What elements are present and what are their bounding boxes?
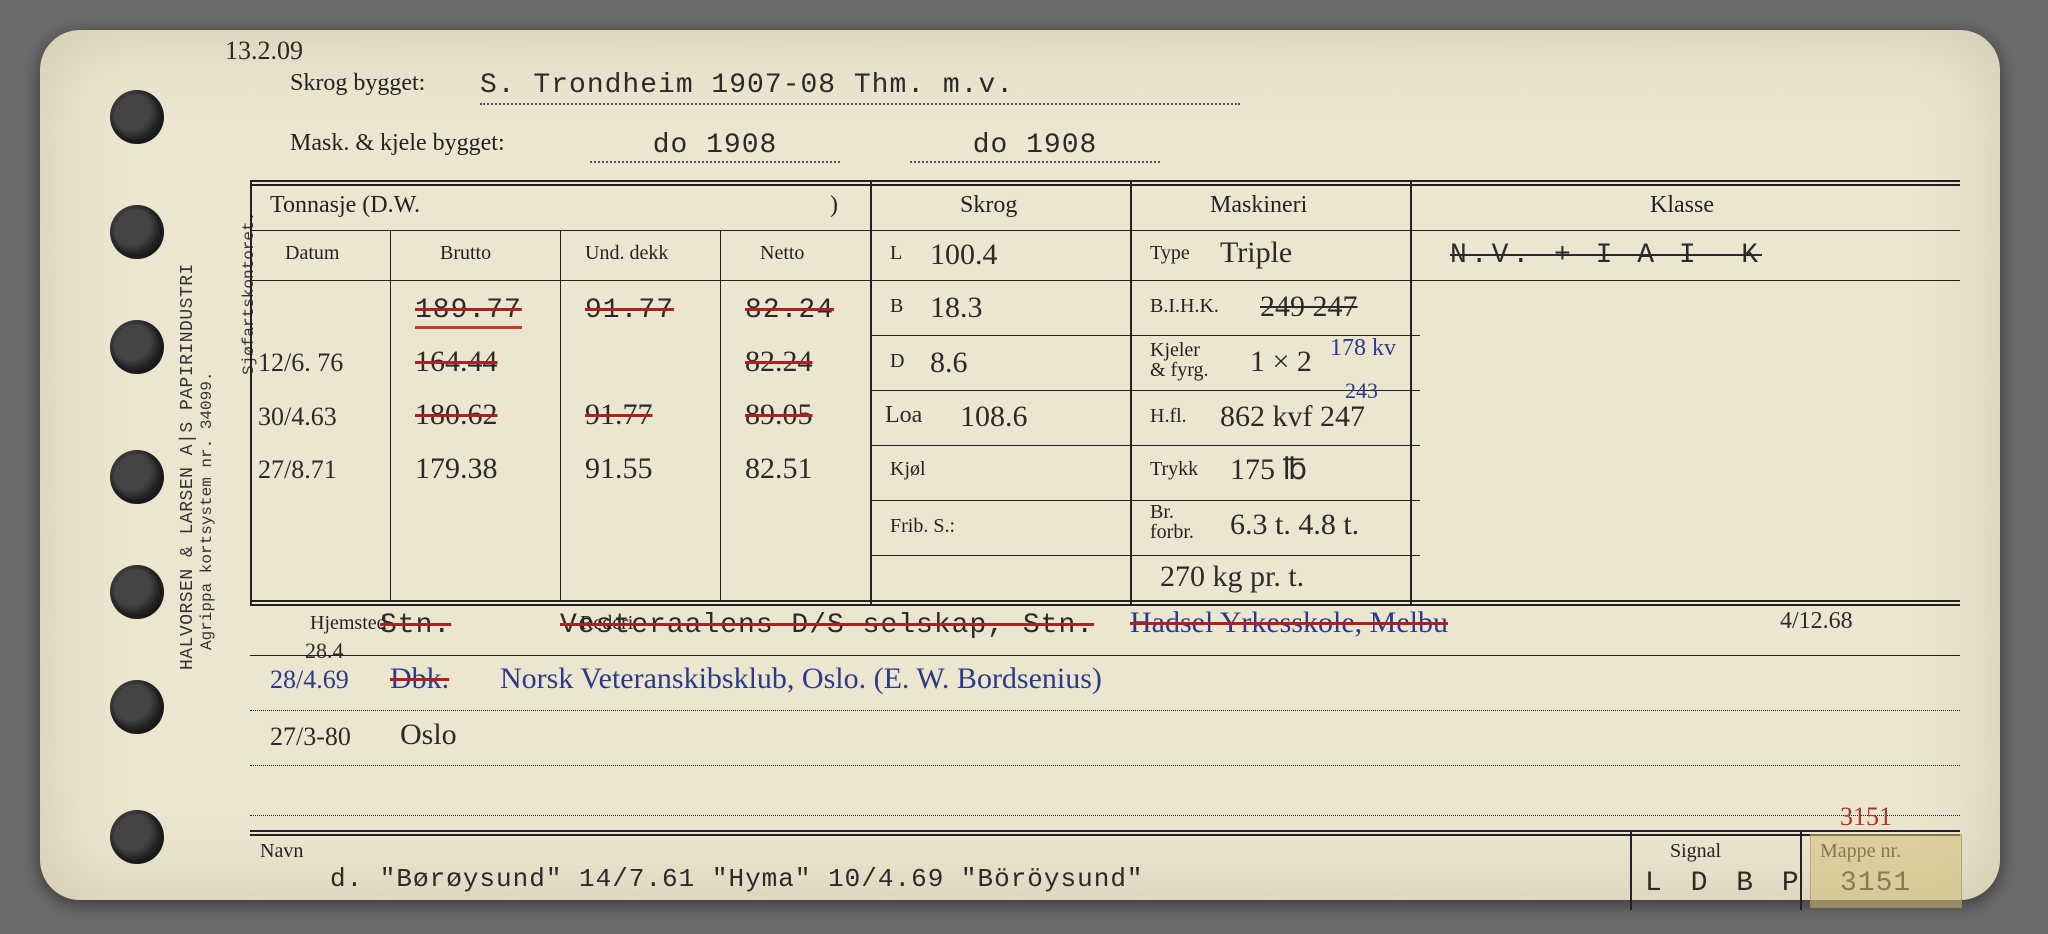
- D-val: 8.6: [930, 346, 968, 380]
- kjeler-val: 1 × 2: [1250, 345, 1312, 379]
- type-label: Type: [1150, 242, 1190, 265]
- printer-line1: HALVORSEN & LARSEN A|S PAPIRINDUSTRI: [178, 150, 198, 670]
- datum-heading: Datum: [285, 242, 339, 265]
- skrog-bygget-value: S. Trondheim 1907-08 Thm. m.v.: [480, 70, 1240, 105]
- hjem-row1-note: Hadsel Yrkesskole, Melbu: [1130, 606, 1448, 640]
- Loa-label: Loa: [885, 402, 922, 429]
- Frib-label: Frib. S.:: [890, 515, 955, 538]
- brutto-0: 189.77: [415, 295, 522, 329]
- klasse-heading: Klasse: [1650, 192, 1714, 219]
- brutto-3: 179.38: [415, 452, 498, 486]
- B-label: B: [890, 295, 903, 318]
- stage: HALVORSEN & LARSEN A|S PAPIRINDUSTRI Agr…: [0, 0, 2048, 934]
- D-label: D: [890, 350, 904, 373]
- netto-3: 82.51: [745, 452, 813, 486]
- signal-val: L D B P: [1645, 868, 1805, 899]
- hfl-label: H.fl.: [1150, 405, 1187, 428]
- hjem-row1-h: Stn.: [380, 610, 451, 641]
- trykk-label: Trykk: [1150, 458, 1198, 481]
- bihk-val: 249 247: [1260, 290, 1358, 324]
- hole-icon: [110, 680, 164, 734]
- netto-0: 82.24: [745, 295, 834, 326]
- hole-icon: [110, 810, 164, 864]
- main-grid: Tonnasje (D.W. ) Skrog Maskineri Klasse …: [250, 180, 1960, 600]
- Kjol-label: Kjøl: [890, 458, 926, 481]
- L-val: 100.4: [930, 238, 998, 272]
- netto-1: 82.24: [745, 345, 813, 379]
- skrog-bygget-label: Skrog bygget:: [290, 70, 425, 97]
- content-area: Skrog bygget: S. Trondheim 1907-08 Thm. …: [250, 50, 1960, 870]
- hjem-row1-small: 28.4: [305, 638, 344, 664]
- kjeler-label: Kjeler & fyrg.: [1150, 340, 1209, 380]
- mask-val2: do 1908: [910, 130, 1160, 163]
- skrog-heading: Skrog: [960, 192, 1017, 219]
- hjem-row3-date: 27/3-80: [270, 722, 351, 752]
- hole-icon: [110, 565, 164, 619]
- unddekk-2: 91.77: [585, 398, 653, 432]
- kjeler-note: 178 kv: [1330, 335, 1396, 362]
- hjem-row3-h: Oslo: [400, 718, 457, 752]
- mask-extra: 270 kg pr. t.: [1160, 560, 1304, 594]
- Loa-val: 108.6: [960, 400, 1028, 434]
- brutto-heading: Brutto: [440, 242, 491, 265]
- hjemsted-block: Hjemsted Rederi Stn. Vesteraalens D/S se…: [250, 610, 1960, 820]
- mask-val1: do 1908: [590, 130, 840, 163]
- unddekk-3: 91.55: [585, 452, 653, 486]
- netto-2: 89.05: [745, 398, 813, 432]
- navn-text: d. "Børøysund" 14/7.61 "Hyma" 10/4.69 "B…: [330, 864, 1144, 894]
- brutto-2: 180.62: [415, 398, 498, 432]
- index-card: HALVORSEN & LARSEN A|S PAPIRINDUSTRI Agr…: [40, 30, 2000, 900]
- red-note: 3151: [1840, 802, 1892, 832]
- datum-1: 12/6. 76: [258, 348, 343, 378]
- signal-label: Signal: [1670, 840, 1721, 863]
- hjem-row2-date: 28/4.69: [270, 665, 349, 695]
- bihk-label: B.I.H.K.: [1150, 295, 1219, 318]
- L-label: L: [890, 242, 902, 265]
- brutto-1: 164.44: [415, 345, 498, 379]
- klasse-line: N.V. + I A I– K: [1450, 240, 1762, 271]
- hfl-note: 243: [1345, 378, 1378, 404]
- maskineri-heading: Maskineri: [1210, 192, 1307, 219]
- hfl-val: 862 kvf 247: [1220, 400, 1365, 434]
- netto-heading: Netto: [760, 242, 804, 265]
- hjem-row1-r: Vesteraalens D/S selskap, Stn.: [560, 610, 1094, 641]
- hole-icon: [110, 320, 164, 374]
- datum-3: 27/8.71: [258, 455, 337, 485]
- trykk-val: 175 ℔: [1230, 452, 1307, 487]
- B-val: 18.3: [930, 291, 983, 325]
- type-val: Triple: [1220, 236, 1292, 270]
- hjemsted-label: Hjemsted: [310, 612, 387, 635]
- hjem-row2-h: Dbk.: [390, 662, 449, 696]
- tape-icon: [1810, 834, 1962, 908]
- unddekk-heading: Und. dekk: [585, 242, 668, 265]
- hole-icon: [110, 450, 164, 504]
- hjem-row2-r: Norsk Veteranskibsklub, Oslo. (E. W. Bor…: [500, 662, 1102, 696]
- br-val: 6.3 t. 4.8 t.: [1230, 508, 1359, 542]
- hjem-row1-date: 4/12.68: [1780, 608, 1853, 635]
- footer: Navn d. "Børøysund" 14/7.61 "Hyma" 10/4.…: [250, 830, 1960, 910]
- hole-icon: [110, 90, 164, 144]
- tonnasje-label: Tonnasje (D.W.: [270, 192, 420, 219]
- unddekk-0: 91.77: [585, 295, 674, 326]
- hole-icon: [110, 205, 164, 259]
- printer-line2: Agrippa kortsystem nr. 34099.: [198, 130, 218, 650]
- br-label: Br. forbr.: [1150, 502, 1194, 542]
- datum-2: 30/4.63: [258, 402, 337, 432]
- navn-label: Navn: [260, 840, 303, 863]
- mask-bygget-label: Mask. & kjele bygget:: [290, 130, 505, 157]
- tonnasje-close: ): [830, 192, 838, 219]
